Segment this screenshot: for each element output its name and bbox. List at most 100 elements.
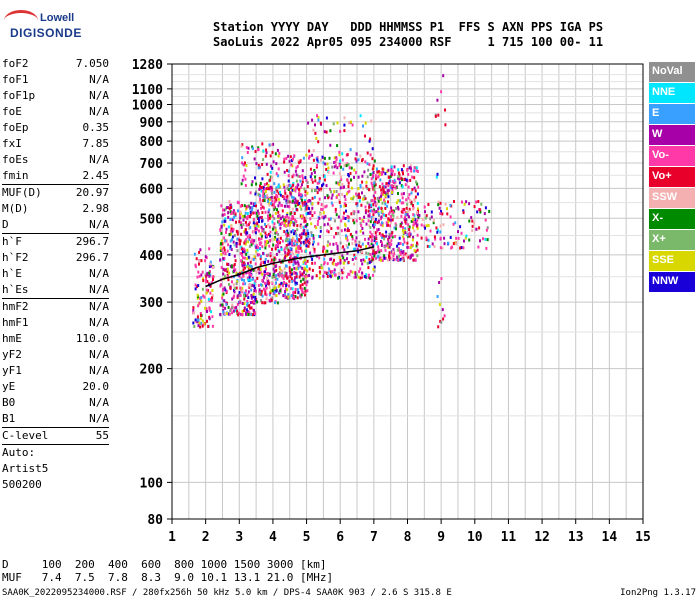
data-point xyxy=(298,191,301,195)
data-point xyxy=(397,247,400,251)
data-point xyxy=(317,242,320,246)
data-point xyxy=(344,224,347,228)
data-point xyxy=(274,236,277,239)
data-point xyxy=(296,260,299,264)
data-point xyxy=(309,199,312,203)
data-point xyxy=(304,202,307,206)
data-point xyxy=(329,143,332,147)
data-point xyxy=(335,196,338,199)
data-point xyxy=(410,200,413,204)
data-point xyxy=(361,242,364,246)
data-point xyxy=(226,275,229,278)
data-point xyxy=(264,154,267,158)
data-point xyxy=(273,270,276,274)
param-value: 55 xyxy=(95,429,109,442)
data-point xyxy=(264,267,267,271)
data-point xyxy=(243,308,246,312)
data-point xyxy=(292,237,295,241)
data-point xyxy=(259,255,262,258)
data-point xyxy=(381,235,383,239)
data-point xyxy=(286,239,289,243)
data-point xyxy=(261,177,264,181)
data-point xyxy=(289,212,292,216)
data-point xyxy=(457,230,459,234)
data-point xyxy=(243,214,246,218)
data-point xyxy=(353,221,356,225)
y-tick-label: 100 xyxy=(140,476,164,491)
data-point xyxy=(287,169,290,173)
param-value: N/A xyxy=(89,218,109,231)
data-point xyxy=(237,209,239,213)
data-point xyxy=(317,116,320,119)
data-point xyxy=(401,170,404,173)
lowell-digisonde-logo: Lowell DIGISONDE xyxy=(2,8,92,42)
data-point xyxy=(337,215,340,219)
data-point xyxy=(308,199,311,202)
data-point xyxy=(254,279,257,283)
data-point xyxy=(341,246,343,250)
data-point xyxy=(370,232,373,236)
data-point xyxy=(260,271,262,275)
data-point xyxy=(289,247,292,250)
data-point xyxy=(436,295,439,298)
data-point xyxy=(260,241,263,245)
data-point xyxy=(259,232,262,236)
data-point xyxy=(241,156,244,160)
data-point xyxy=(323,178,326,182)
data-point xyxy=(262,229,265,233)
data-point xyxy=(387,184,390,188)
data-point xyxy=(385,244,388,248)
data-point xyxy=(290,230,293,234)
data-point xyxy=(242,268,245,272)
data-point xyxy=(407,185,410,189)
data-point xyxy=(378,258,381,261)
param-name: yE xyxy=(2,380,16,393)
data-point xyxy=(270,281,273,285)
data-point xyxy=(397,168,400,172)
data-point xyxy=(249,266,252,270)
data-point xyxy=(290,220,293,224)
data-point xyxy=(395,186,398,190)
param-name: yF1 xyxy=(2,364,22,377)
data-point xyxy=(346,179,349,183)
data-point xyxy=(205,280,208,284)
data-point xyxy=(270,298,273,302)
data-point xyxy=(231,218,234,222)
data-point xyxy=(267,201,270,205)
data-point xyxy=(443,314,446,318)
data-point xyxy=(305,179,308,183)
data-point xyxy=(299,243,302,247)
data-point xyxy=(269,254,272,258)
data-point xyxy=(243,278,246,282)
data-point xyxy=(257,284,260,287)
data-point xyxy=(235,286,238,290)
data-point xyxy=(338,172,341,175)
data-point xyxy=(227,312,230,316)
data-point xyxy=(248,237,251,241)
data-point xyxy=(247,296,250,299)
data-point xyxy=(296,208,299,212)
data-point xyxy=(253,309,255,312)
data-point xyxy=(268,293,271,297)
data-point xyxy=(368,224,371,228)
data-point xyxy=(389,210,391,214)
data-point xyxy=(286,276,289,280)
data-point xyxy=(226,206,229,209)
data-point xyxy=(208,308,211,312)
data-point xyxy=(400,214,403,218)
data-point xyxy=(281,204,284,208)
data-point xyxy=(324,205,327,209)
data-point xyxy=(254,311,257,315)
data-point xyxy=(375,251,378,254)
data-point xyxy=(208,317,211,321)
data-point xyxy=(239,252,242,256)
data-point xyxy=(280,221,283,225)
data-point xyxy=(287,243,290,247)
data-point xyxy=(301,201,304,205)
data-point xyxy=(384,202,387,206)
data-point xyxy=(477,200,480,203)
param-value: N/A xyxy=(89,412,109,425)
data-point xyxy=(210,299,213,303)
data-point xyxy=(292,173,295,177)
